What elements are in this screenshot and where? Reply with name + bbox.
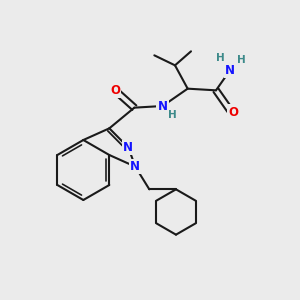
Text: N: N	[123, 141, 133, 154]
Text: N: N	[158, 100, 168, 112]
Text: H: H	[237, 55, 246, 65]
Text: O: O	[110, 84, 120, 97]
Text: N: N	[225, 64, 235, 77]
Text: N: N	[130, 160, 140, 173]
Text: O: O	[228, 106, 238, 118]
Text: H: H	[168, 110, 176, 120]
Text: H: H	[216, 53, 225, 63]
